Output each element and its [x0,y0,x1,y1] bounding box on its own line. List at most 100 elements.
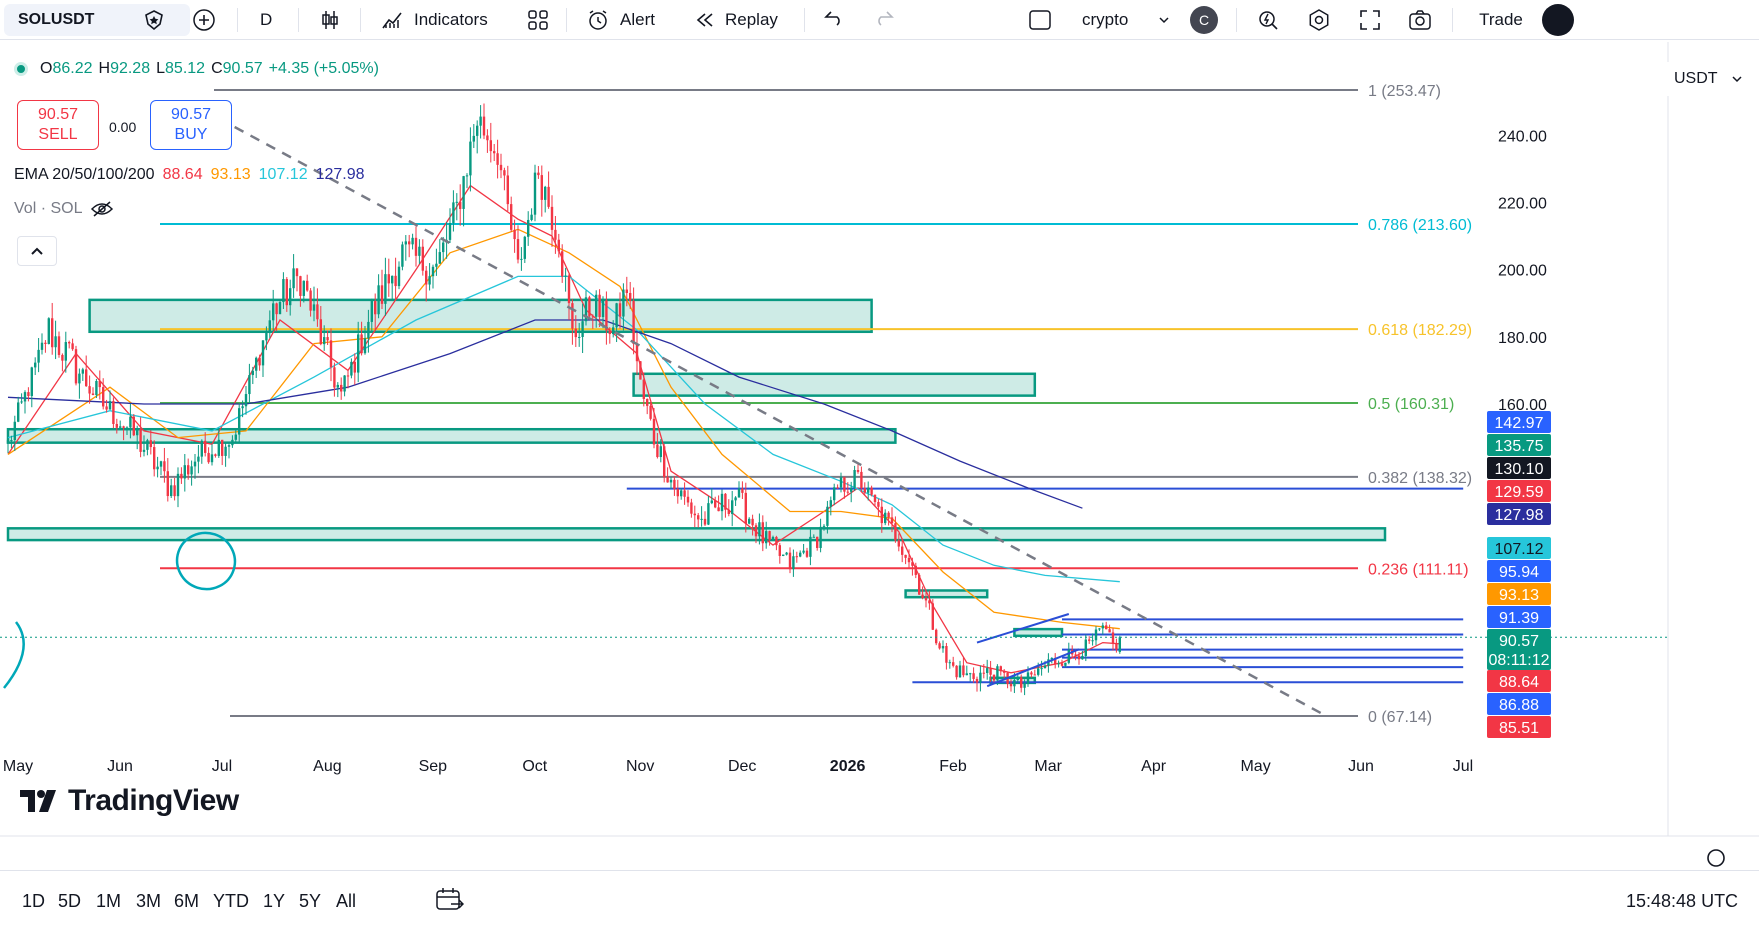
candle-body [329,340,333,368]
publish-button[interactable] [1542,4,1574,36]
chart-type-button[interactable] [318,4,342,36]
favorite-button[interactable] [142,4,166,36]
candle-body [860,471,863,489]
candle-body [510,204,513,230]
utc-clock[interactable]: 15:48:48 UTC [1626,891,1739,911]
candle-body [435,263,438,267]
candle-body [367,321,370,339]
candle-body [846,491,849,493]
trade-button[interactable]: Trade [1465,4,1537,36]
time-tick-label: Nov [626,758,654,775]
price-tag [1487,434,1551,456]
candle-body [547,186,550,207]
ema-legend[interactable]: EMA 20/50/100/200 88.64 93.13 107.12 127… [14,166,365,184]
candle-body [629,292,632,301]
candle-body [571,303,574,329]
undo-button[interactable] [822,4,846,36]
candle-body [523,236,526,259]
interval-button[interactable]: D [260,4,272,36]
high-value: 92.28 [110,60,151,77]
range-button-6m[interactable]: 6M [174,891,200,911]
candle-body [20,401,23,403]
ema-line [7,319,1083,509]
candle-body [428,276,431,285]
candle-body [139,429,142,452]
candle-body [533,172,537,215]
alarm-clock-icon [589,10,607,30]
candle-body [30,367,33,397]
rewind-icon [696,13,713,27]
buy-button[interactable]: 90.57 BUY [150,100,232,150]
price-tick-label: 220.00 [1498,195,1547,212]
settings-button[interactable] [1307,4,1331,36]
candle-body [231,439,234,446]
price-chart[interactable]: 1 (253.47) 0.786 (213.60) 0.618 (182.29) 0.… [0,0,1759,870]
candle-body [255,357,258,371]
candle-body [748,518,751,524]
candle-body [326,337,329,341]
currency-select[interactable]: USDT [1664,62,1750,96]
candle-body [377,285,380,315]
candle-body [425,270,428,285]
divider [1452,8,1453,32]
candle-body [921,594,924,598]
fullscreen-button[interactable] [1358,4,1382,36]
compare-add-button[interactable] [192,4,216,36]
avatar[interactable]: C [1190,6,1218,34]
templates-button[interactable] [526,4,550,36]
candle-body [442,242,445,253]
settings-gear-icon[interactable] [1707,849,1725,867]
candle-body [958,665,962,678]
candle-body [880,506,883,524]
range-button-5y[interactable]: 5Y [299,891,322,911]
price-tag [1487,716,1551,738]
quick-search-button[interactable] [1256,4,1280,36]
ema20-value: 88.64 [162,166,203,183]
sell-button[interactable]: 90.57 SELL [17,100,99,150]
range-button-3m[interactable]: 3M [136,891,162,911]
candle-body [350,361,353,376]
candle-body [421,246,424,271]
sell-label: SELL [38,126,78,143]
goto-date-icon[interactable] [436,887,464,913]
range-button-ytd[interactable]: YTD [213,891,249,911]
range-button-5d[interactable]: 5D [58,891,82,911]
range-button-1m[interactable]: 1M [96,891,122,911]
redo-button[interactable] [872,4,896,36]
candle-body [44,342,47,344]
price-tag [1487,648,1551,670]
range-button-1d[interactable]: 1D [22,891,46,911]
fib-level-label: 0 (67.14) [1368,709,1432,726]
market-status-dot[interactable] [14,62,28,76]
candle-body [251,370,254,376]
range-button-all[interactable]: All [336,891,357,911]
candle-body [697,515,700,520]
candle-body [465,175,469,177]
candle-body [992,674,996,681]
symbol-search-button[interactable]: SOLUSDT [4,4,190,36]
time-tick-label: May [1240,758,1270,775]
indicators-button[interactable]: Indicators [380,4,488,36]
indicators-label: Indicators [414,10,488,29]
fib-level-label: 0.382 (138.32) [1368,470,1472,487]
layout-toggle-button[interactable] [1028,4,1052,36]
candle-body [676,489,679,497]
layout-select[interactable]: crypto [1082,4,1170,36]
eye-crossed-icon[interactable] [90,201,114,217]
replay-button[interactable]: Replay [693,4,778,36]
candle-body [792,556,795,570]
collapse-legend-button[interactable] [17,236,57,266]
candle-body [159,461,163,467]
candle-body [673,479,676,490]
candle-body [625,289,628,293]
alert-button[interactable]: Alert [586,4,655,36]
range-button-1y[interactable]: 1Y [263,891,286,911]
snapshot-button[interactable] [1408,4,1432,36]
volume-legend[interactable]: Vol · SOL [14,200,114,218]
candle-body [904,554,907,558]
tradingview-logo[interactable]: TradingView [20,784,239,818]
candle-body [799,552,802,557]
candle-body [207,452,210,463]
time-axis-settings[interactable] [1707,849,1725,867]
candle-body [829,500,832,507]
